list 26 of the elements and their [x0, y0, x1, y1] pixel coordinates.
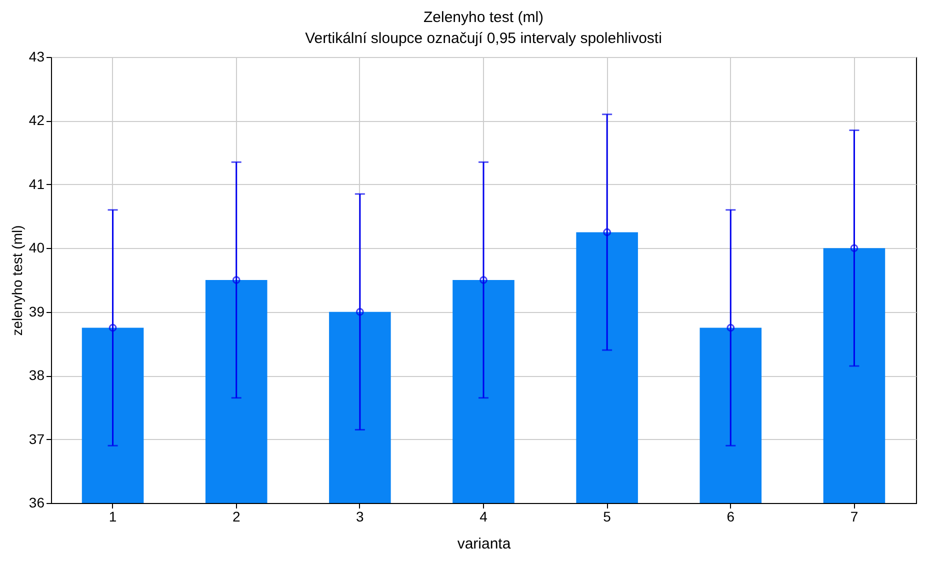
y-tick-label: 41 [28, 176, 45, 192]
y-tick-label: 39 [28, 303, 45, 320]
x-tick-label: 3 [356, 508, 364, 524]
point [850, 244, 858, 252]
x-axis-title: varianta [457, 536, 512, 552]
y-tick-label: 37 [28, 430, 45, 447]
x-tick-label: 1 [108, 508, 117, 524]
chart-title: Zelenyho test (ml) [423, 9, 544, 26]
y-tick-label: 43 [28, 48, 45, 64]
y-tick-label: 40 [28, 240, 45, 256]
y-tick-label: 36 [28, 494, 45, 510]
point [726, 324, 735, 332]
point [480, 276, 488, 284]
x-tick-label: 6 [726, 508, 735, 524]
y-axis-title: zelenyho test (ml) [8, 225, 25, 336]
x-tick-label: 2 [232, 508, 240, 524]
point [232, 276, 240, 284]
y-tick-label: 38 [28, 367, 45, 384]
y-tick-label: 42 [28, 112, 45, 128]
x-tick-label: 5 [603, 508, 612, 524]
chart-subtitle: Vertikální sloupce označují 0,95 intervaly spolehlivosti [305, 30, 662, 47]
point [108, 324, 117, 332]
point [603, 228, 611, 236]
x-tick-label: 4 [480, 508, 488, 524]
point [356, 308, 364, 316]
x-tick-label: 7 [850, 508, 858, 524]
